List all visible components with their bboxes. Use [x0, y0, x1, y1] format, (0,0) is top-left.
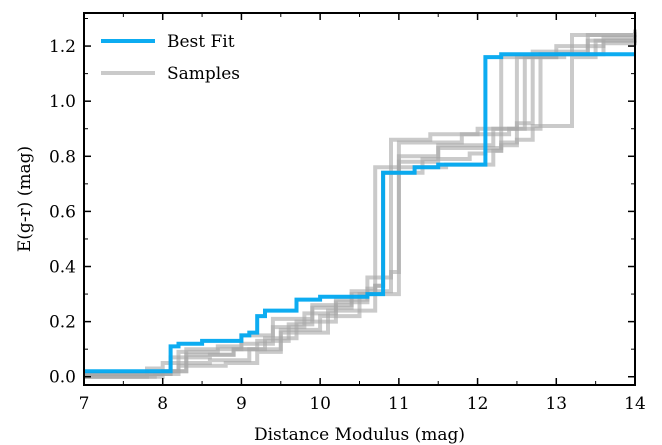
y-tick-label-0.4: 0.4 [49, 258, 76, 278]
y-tick-label-0.8: 0.8 [49, 147, 76, 167]
plot-lines [84, 29, 637, 379]
sample-line-6 [84, 35, 637, 376]
x-tick-label-9: 9 [236, 394, 247, 414]
sample-line-3 [84, 40, 637, 379]
x-tick-label-11: 11 [388, 394, 410, 414]
legend-label-best-fit: Best Fit [167, 32, 235, 52]
sample-line-4 [84, 35, 637, 376]
x-tick-label-14: 14 [624, 394, 646, 414]
y-tick-label-0.2: 0.2 [49, 313, 76, 333]
x-tick-label-7: 7 [79, 394, 90, 414]
best-fit-line [84, 52, 635, 374]
x-tick-label-10: 10 [309, 394, 331, 414]
y-tick-label-1.2: 1.2 [49, 37, 76, 57]
y-axis-title: E(g-r) (mag) [15, 146, 35, 252]
x-tick-label-8: 8 [157, 394, 168, 414]
y-tick-label-1.0: 1.0 [49, 92, 76, 112]
x-tick-label-12: 12 [467, 394, 489, 414]
legend-label-samples: Samples [167, 64, 240, 84]
y-axis-ticks: 0.0 0.2 0.4 0.6 0.8 1.0 1.2 [49, 18, 635, 388]
y-tick-label-0.0: 0.0 [49, 368, 76, 388]
y-tick-label-0.6: 0.6 [49, 202, 76, 222]
x-axis-title: Distance Modulus (mag) [254, 425, 465, 445]
legend: Best Fit Samples [101, 32, 240, 84]
x-axis-ticks: 7 8 9 10 11 12 13 14 [79, 13, 646, 414]
x-tick-label-13: 13 [545, 394, 567, 414]
sample-line-5 [84, 35, 635, 379]
